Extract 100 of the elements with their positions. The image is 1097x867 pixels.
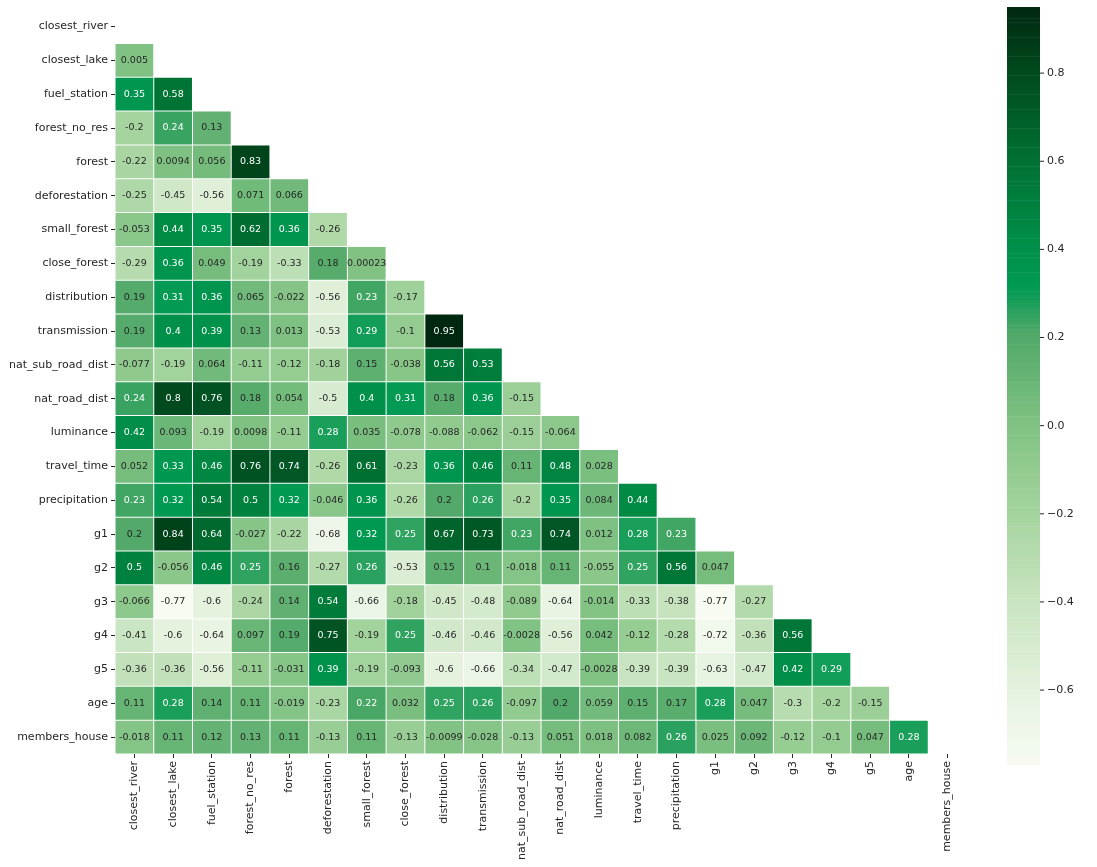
- data-label: 0.11: [511, 459, 533, 471]
- data-label: 0.11: [162, 730, 184, 742]
- data-label: -0.0028: [503, 629, 540, 641]
- data-label: 0.83: [239, 155, 262, 167]
- data-label: -0.2: [822, 696, 841, 708]
- y-tick-label: nat_road_dist: [34, 391, 109, 405]
- data-label: 0.15: [627, 696, 649, 708]
- data-label: 0.035: [353, 426, 381, 438]
- x-tick-label: small_forest: [359, 760, 373, 828]
- data-label: 0.44: [627, 493, 649, 505]
- data-label: -0.062: [467, 426, 499, 438]
- data-label: -0.25: [122, 189, 147, 201]
- data-label: -0.22: [122, 155, 147, 167]
- data-label: 0.8: [165, 392, 181, 404]
- data-label: 0.1: [475, 561, 491, 573]
- data-label: 0.56: [665, 561, 688, 573]
- data-label: -0.33: [277, 256, 302, 268]
- x-tick-label: close_forest: [398, 760, 412, 827]
- data-label: 0.11: [356, 730, 378, 742]
- data-label: 0.059: [585, 696, 613, 708]
- data-label: 0.46: [201, 459, 223, 471]
- x-tick-label: closest_lake: [165, 760, 179, 828]
- data-label: 0.46: [472, 459, 494, 471]
- data-label: 0.13: [201, 121, 223, 133]
- data-label: -0.56: [315, 290, 341, 302]
- y-tick-label: forest: [76, 154, 109, 168]
- y-tick-label: age: [87, 696, 109, 710]
- y-tick-label: g1: [94, 526, 109, 540]
- data-label: -0.29: [122, 256, 147, 268]
- data-label: -0.12: [277, 358, 302, 370]
- data-label: 0.74: [278, 459, 300, 471]
- x-tick-label: nat_sub_road_dist: [514, 760, 528, 860]
- data-label: -0.36: [122, 662, 147, 674]
- data-label: 0.082: [624, 730, 652, 742]
- data-label: 0.25: [394, 527, 417, 539]
- data-label: -0.056: [157, 561, 189, 573]
- data-label: 0.24: [162, 121, 184, 133]
- data-label: -0.093: [390, 662, 421, 674]
- data-label: 0.75: [317, 629, 339, 641]
- data-label: -0.26: [315, 459, 341, 471]
- data-label: -0.13: [315, 730, 341, 742]
- data-label: 0.48: [549, 459, 571, 471]
- data-label: 0.39: [317, 662, 339, 674]
- y-tick-label: nat_sub_road_dist: [9, 357, 109, 371]
- x-tick-label: fuel_station: [204, 760, 218, 825]
- data-label: -0.33: [625, 595, 651, 607]
- data-label: -0.031: [273, 662, 305, 674]
- data-label: 0.11: [278, 730, 300, 742]
- data-label: -0.028: [467, 730, 499, 742]
- data-label: 0.5: [126, 561, 142, 573]
- x-tick-label: g2: [746, 760, 760, 775]
- data-label: 0.46: [201, 561, 223, 573]
- data-label: -0.56: [548, 629, 573, 641]
- data-label: -0.24: [238, 595, 263, 607]
- data-label: -0.6: [434, 662, 454, 674]
- data-label: -0.18: [315, 358, 341, 370]
- data-label: 0.054: [275, 392, 303, 404]
- data-label: 0.066: [275, 189, 303, 201]
- x-tick-label: forest_no_res: [243, 760, 257, 835]
- y-tick-label: distribution: [45, 290, 109, 304]
- data-label: 0.28: [627, 527, 649, 539]
- data-label: 0.28: [898, 730, 920, 742]
- data-label: 0.018: [585, 730, 613, 742]
- data-label: -0.46: [431, 629, 457, 641]
- data-label: -0.66: [354, 595, 380, 607]
- data-label: -0.5: [318, 392, 338, 404]
- color-bar-label: −0.2: [1047, 506, 1074, 520]
- x-tick-label: nat_road_dist: [553, 760, 567, 835]
- y-tick-label: g5: [94, 662, 109, 676]
- data-label: -0.15: [857, 696, 883, 708]
- data-label: -0.038: [390, 358, 421, 370]
- data-label: -0.45: [431, 595, 457, 607]
- data-label: 0.73: [472, 527, 494, 539]
- data-label: 0.18: [239, 392, 262, 404]
- data-label: 0.23: [665, 527, 688, 539]
- data-label: 0.15: [433, 561, 455, 573]
- data-label: -0.39: [664, 662, 689, 674]
- data-label: -0.11: [238, 662, 263, 674]
- data-label: -0.19: [354, 629, 380, 641]
- data-label: 0.36: [201, 290, 223, 302]
- data-label: 0.36: [472, 392, 494, 404]
- x-tick-label: age: [901, 760, 915, 782]
- data-label: -0.72: [702, 629, 728, 641]
- data-label: 0.23: [123, 493, 145, 505]
- data-label: 0.11: [123, 696, 145, 708]
- data-label: 0.032: [391, 696, 420, 708]
- data-label: 0.052: [120, 459, 148, 471]
- data-label: -0.6: [202, 595, 222, 607]
- data-label: 0.42: [782, 662, 804, 674]
- data-label: 0.19: [278, 629, 300, 641]
- data-label: 0.013: [275, 324, 303, 336]
- data-label: 0.047: [701, 561, 729, 573]
- data-label: -0.2: [512, 493, 531, 505]
- data-label: 0.025: [701, 730, 729, 742]
- data-label: -0.39: [625, 662, 651, 674]
- data-label: 0.11: [549, 561, 571, 573]
- data-label: -0.053: [119, 223, 150, 234]
- data-label: -0.064: [545, 426, 576, 438]
- data-label: 0.14: [201, 696, 223, 708]
- data-label: 0.071: [236, 189, 265, 201]
